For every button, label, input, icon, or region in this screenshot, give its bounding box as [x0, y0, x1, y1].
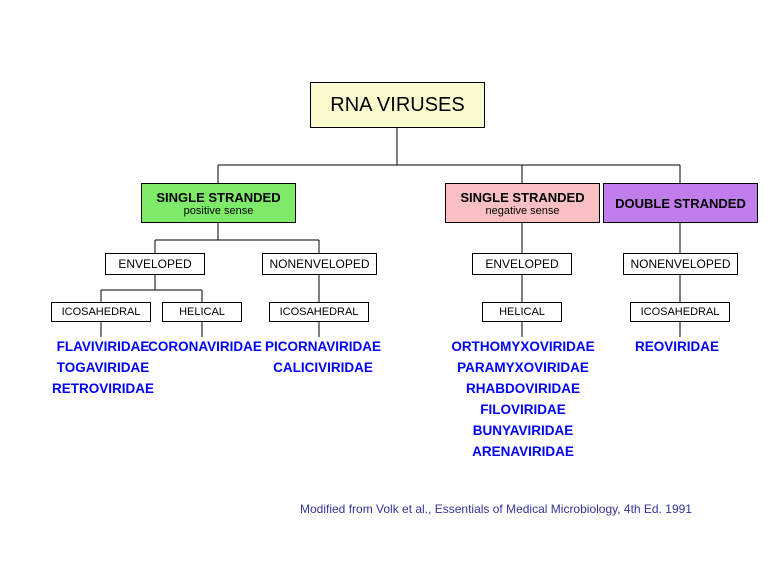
ico3-label: ICOSAHEDRAL	[641, 306, 720, 318]
node-single-stranded-negative: SINGLE STRANDED negative sense	[445, 183, 600, 223]
node-helical-2: HELICAL	[482, 302, 562, 322]
node-nonenveloped-1: NONENVELOPED	[262, 253, 377, 275]
families-c: PICORNAVIRIDAECALICIVIRIDAE	[258, 337, 388, 379]
caption-text: Modified from Volk et al., Essentials of…	[300, 502, 692, 516]
node-nonenveloped-2: NONENVELOPED	[623, 253, 738, 275]
ss-neg-sub: negative sense	[486, 205, 560, 217]
families-e: REOVIRIDAE	[612, 337, 742, 358]
node-helical-1: HELICAL	[162, 302, 242, 322]
ss-pos-title: SINGLE STRANDED	[156, 190, 280, 205]
nonenv2-label: NONENVELOPED	[630, 257, 730, 271]
node-double-stranded: DOUBLE STRANDED	[603, 183, 758, 223]
node-enveloped-1: ENVELOPED	[105, 253, 205, 275]
nonenv1-label: NONENVELOPED	[269, 257, 369, 271]
env1-label: ENVELOPED	[118, 257, 191, 271]
families-b: CORONAVIRIDAE	[140, 337, 270, 358]
node-icosahedral-1: ICOSAHEDRAL	[51, 302, 151, 322]
node-icosahedral-3: ICOSAHEDRAL	[630, 302, 730, 322]
node-icosahedral-2: ICOSAHEDRAL	[269, 302, 369, 322]
ds-title: DOUBLE STRANDED	[615, 196, 746, 211]
ss-neg-title: SINGLE STRANDED	[460, 190, 584, 205]
hel2-label: HELICAL	[499, 306, 545, 318]
hel1-label: HELICAL	[179, 306, 225, 318]
ico2-label: ICOSAHEDRAL	[280, 306, 359, 318]
node-enveloped-2: ENVELOPED	[472, 253, 572, 275]
root-label: RNA VIRUSES	[330, 94, 464, 117]
node-single-stranded-positive: SINGLE STRANDED positive sense	[141, 183, 296, 223]
families-d: ORTHOMYXOVIRIDAEPARAMYXOVIRIDAERHABDOVIR…	[438, 337, 608, 463]
ss-pos-sub: positive sense	[184, 205, 254, 217]
ico1-label: ICOSAHEDRAL	[62, 306, 141, 318]
root-node: RNA VIRUSES	[310, 82, 485, 128]
env2-label: ENVELOPED	[485, 257, 558, 271]
